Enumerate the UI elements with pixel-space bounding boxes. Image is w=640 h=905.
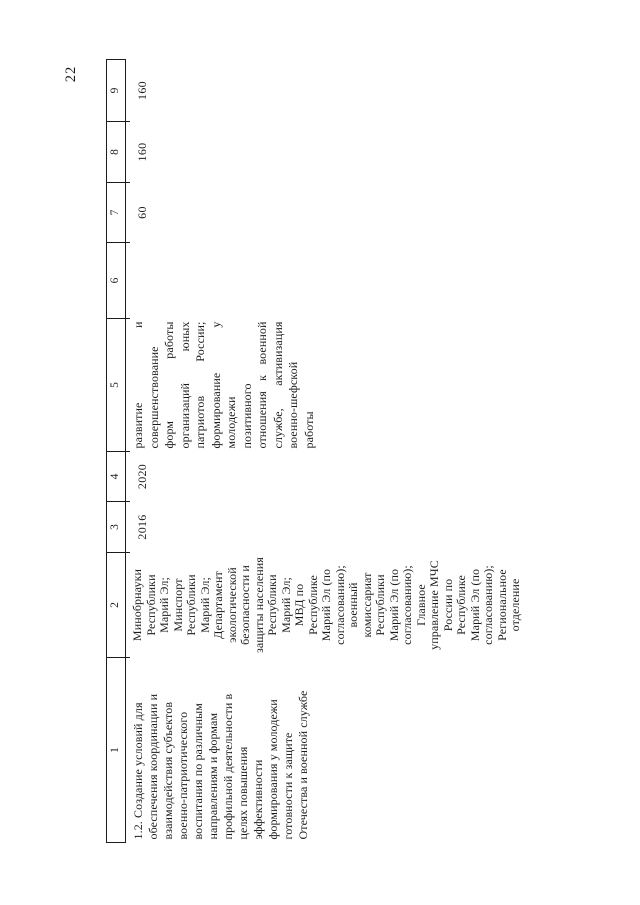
column-header-8: 8 (106, 121, 126, 183)
column-header-6: 6 (106, 242, 126, 319)
activity-description-text: 1.2. Создание условий для обеспечения ко… (131, 690, 310, 840)
column-header-9: 9 (106, 59, 126, 122)
column-header-3: 3 (106, 501, 126, 553)
executors-text: Минобрнауки Республики Марий Эл; Минспор… (130, 557, 522, 653)
cell-activity-description: 1.2. Создание условий для обеспечения ко… (126, 658, 523, 843)
cell-executors: Минобрнауки Республики Марий Эл; Минспор… (126, 553, 523, 658)
cell-expected-result: развитие и совершенствование форм работы орга… (126, 319, 523, 452)
column-header-5: 5 (106, 318, 126, 452)
column-header-1: 1 (106, 657, 126, 843)
column-header-2: 2 (106, 552, 126, 658)
cell-column-8-value: 160 (126, 122, 523, 183)
program-measures-table: 1 2 3 4 5 6 7 8 9 1.2. Создание условий … (106, 59, 523, 843)
expected-result-text: развитие и совершенствование форм работы орга… (131, 321, 316, 449)
cell-column-9-value: 160 (126, 60, 523, 122)
column-header-4: 4 (106, 451, 126, 502)
cell-column-6-empty (126, 243, 523, 319)
rotated-table-area: 1 2 3 4 5 6 7 8 9 1.2. Создание условий … (106, 59, 640, 843)
cell-year-end: 2020 (126, 452, 523, 502)
column-header-7: 7 (106, 182, 126, 243)
cell-column-7-value: 60 (126, 183, 523, 243)
cell-year-start: 2016 (126, 502, 523, 553)
table-header-row: 1 2 3 4 5 6 7 8 9 (106, 59, 126, 843)
page-number: 22 (62, 65, 79, 83)
table-data-row: 1.2. Создание условий для обеспечения ко… (126, 60, 523, 843)
